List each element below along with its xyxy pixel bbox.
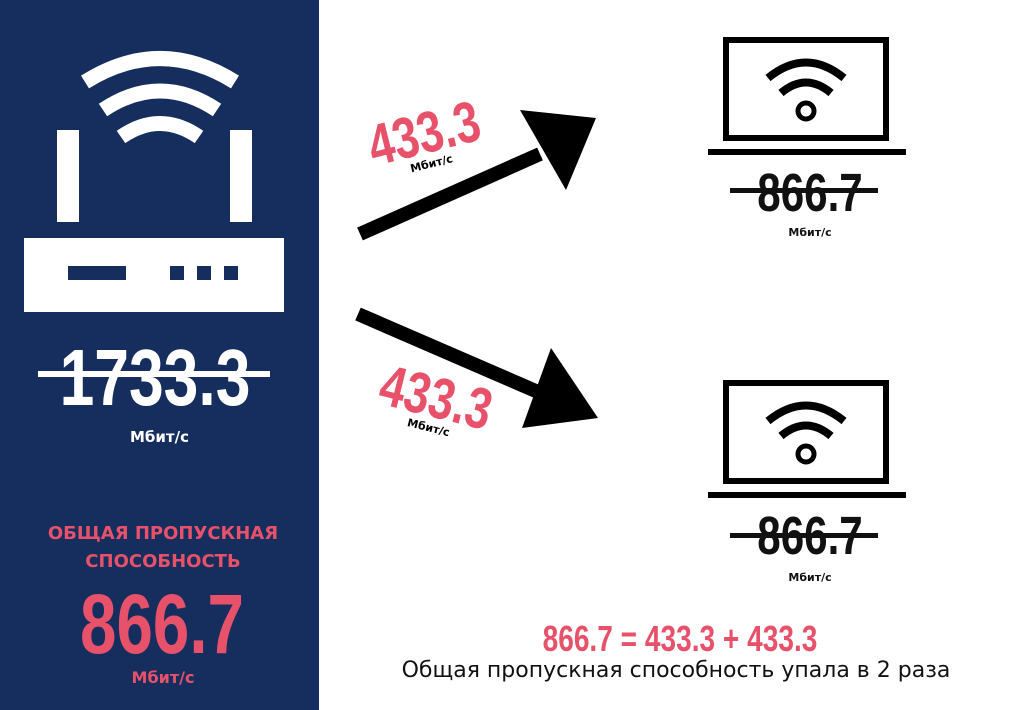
throughput-equation: 866.7 = 433.3 + 433.3	[542, 618, 818, 659]
wifi-icon	[765, 401, 847, 440]
conclusion-text: Общая пропускная способность упала в 2 р…	[401, 658, 951, 683]
total-throughput-value: 866.7	[80, 577, 244, 671]
wifi-icon	[765, 58, 847, 97]
antenna-left	[57, 130, 79, 222]
client-1-speed: 866.7	[757, 163, 863, 223]
arrow-to-client-1	[357, 110, 596, 241]
total-throughput-label: ОБЩАЯ ПРОПУСКНАЯ СПОСОБНОСТЬ	[47, 523, 279, 572]
client-1-strikethrough	[730, 188, 878, 193]
client-2-strikethrough	[730, 533, 878, 538]
client-1-unit: Мбит/с	[788, 226, 832, 239]
arrow-to-client-2	[355, 307, 598, 428]
router-icon	[24, 51, 284, 312]
router-max-speed: 1733.3	[59, 333, 251, 422]
wifi-icon	[81, 51, 239, 144]
router-speed-unit: Мбит/с	[130, 428, 189, 446]
antenna-right	[230, 130, 252, 222]
router-body	[24, 238, 284, 312]
router-speed-strikethrough	[38, 371, 270, 377]
router-panel: 1733.3 Мбит/с ОБЩАЯ ПРОПУСКНАЯ СПОСОБНОС…	[0, 0, 319, 710]
client-2-unit: Мбит/с	[788, 571, 832, 584]
total-throughput-unit: Мбит/с	[131, 668, 195, 687]
